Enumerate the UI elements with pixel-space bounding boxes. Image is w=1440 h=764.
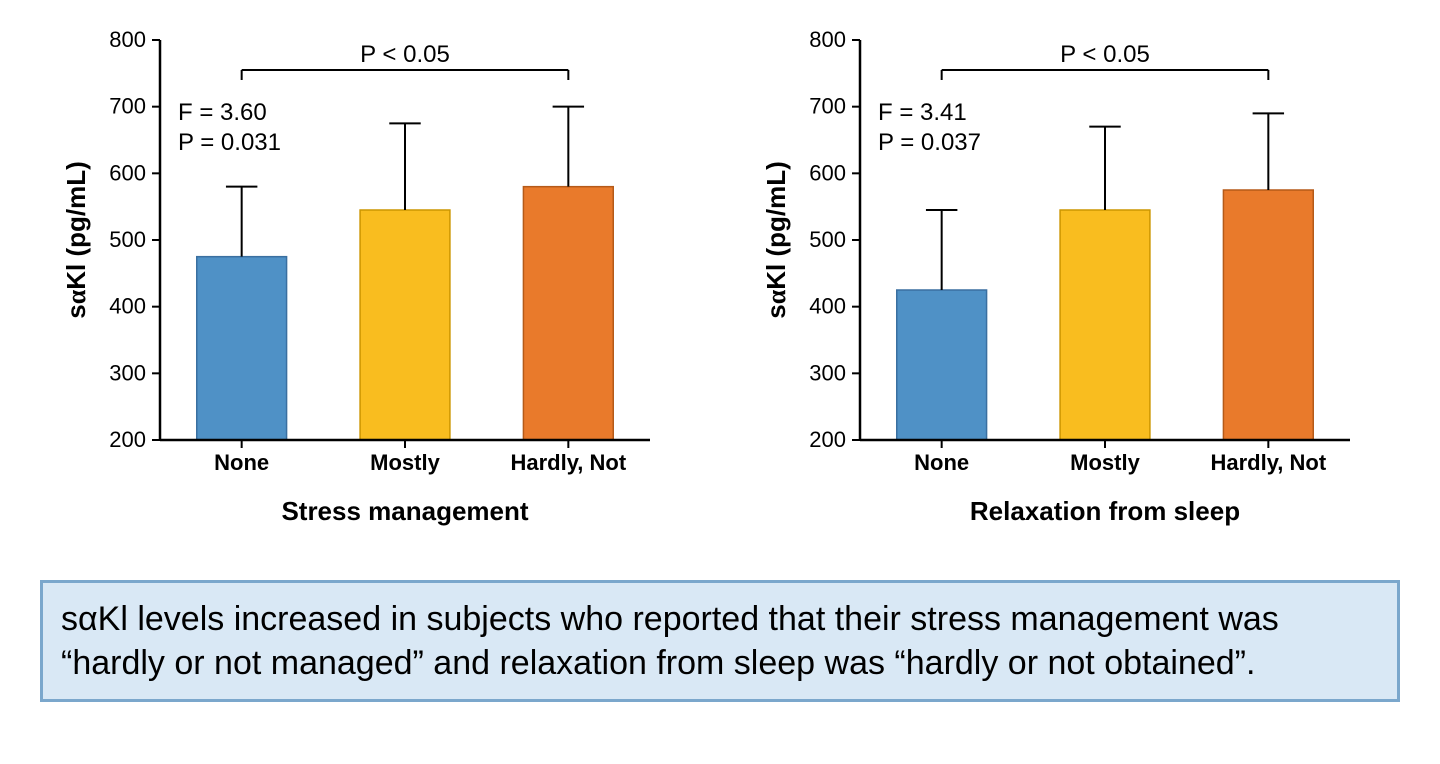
svg-text:600: 600: [809, 160, 846, 185]
svg-text:F = 3.41: F = 3.41: [878, 99, 967, 126]
svg-text:sαKl (pg/mL): sαKl (pg/mL): [761, 161, 791, 319]
caption-box: sαKl levels increased in subjects who re…: [40, 580, 1400, 702]
chart-svg-0: 200 300 400 500 600 700 800 None Mostly Hardly, N…: [50, 10, 690, 550]
caption-text: sαKl levels increased in subjects who re…: [61, 600, 1279, 682]
svg-text:700: 700: [809, 94, 846, 119]
svg-text:P = 0.031: P = 0.031: [178, 129, 281, 156]
svg-text:F = 3.60: F = 3.60: [178, 99, 267, 126]
svg-text:Stress management: Stress management: [281, 496, 528, 526]
svg-text:Relaxation from sleep: Relaxation from sleep: [970, 496, 1240, 526]
svg-text:400: 400: [809, 294, 846, 319]
svg-text:200: 200: [809, 427, 846, 452]
svg-text:200: 200: [109, 427, 146, 452]
svg-text:Hardly, Not: Hardly, Not: [510, 450, 626, 475]
svg-text:600: 600: [109, 160, 146, 185]
svg-text:Mostly: Mostly: [370, 450, 440, 475]
svg-text:800: 800: [809, 27, 846, 52]
svg-text:sαKl (pg/mL): sαKl (pg/mL): [61, 161, 91, 319]
svg-text:Mostly: Mostly: [1070, 450, 1140, 475]
chart-svg-1: 200 300 400 500 600 700 800 None Mostly Hardly, N…: [750, 10, 1390, 550]
svg-text:300: 300: [809, 360, 846, 385]
svg-text:700: 700: [109, 94, 146, 119]
svg-text:Hardly, Not: Hardly, Not: [1210, 450, 1326, 475]
svg-text:400: 400: [109, 294, 146, 319]
svg-text:500: 500: [109, 227, 146, 252]
svg-text:500: 500: [809, 227, 846, 252]
svg-text:P < 0.05: P < 0.05: [1060, 41, 1150, 68]
svg-text:None: None: [914, 450, 969, 475]
chart-panel-stress: 200 300 400 500 600 700 800 None Mostly Hardly, N…: [50, 10, 690, 550]
svg-text:P < 0.05: P < 0.05: [360, 41, 450, 68]
chart-panel-sleep: 200 300 400 500 600 700 800 None Mostly Hardly, N…: [750, 10, 1390, 550]
svg-text:P = 0.037: P = 0.037: [878, 129, 981, 156]
svg-text:None: None: [214, 450, 269, 475]
svg-text:300: 300: [109, 360, 146, 385]
svg-text:800: 800: [109, 27, 146, 52]
charts-row: 200 300 400 500 600 700 800 None Mostly Hardly, N…: [0, 0, 1440, 550]
